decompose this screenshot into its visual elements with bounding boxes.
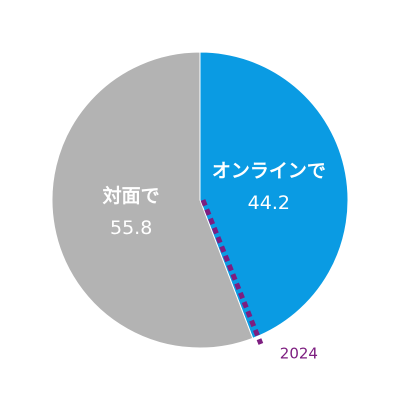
- slice-name: 対面で: [102, 184, 160, 207]
- reference-line: [200, 199, 264, 345]
- slice-name: オンラインで: [212, 160, 326, 182]
- slice-value: 55.8: [110, 217, 152, 239]
- pie-slice: [199, 51, 349, 339]
- pie-slice: [51, 51, 254, 349]
- slice-value: 44.2: [248, 192, 290, 214]
- reference-label: 2024: [280, 344, 318, 362]
